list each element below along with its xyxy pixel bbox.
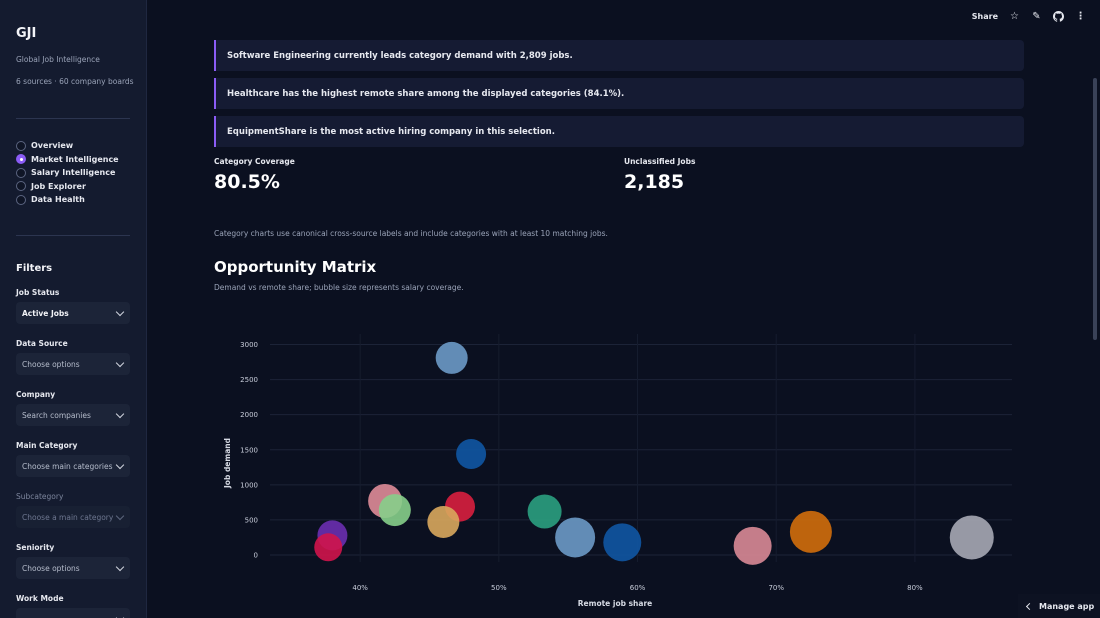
y-axis-label: Job demand [223, 438, 232, 489]
bubble-point [603, 523, 642, 562]
x-tick-label: 80% [907, 584, 923, 592]
nav-item-market-intelligence[interactable]: Market Intelligence [16, 153, 119, 167]
metric-label-unclassified: Unclassified Jobs [624, 157, 696, 166]
github-icon[interactable] [1053, 11, 1064, 22]
nav-item-label: Job Explorer [31, 181, 86, 191]
filter-select-main-category[interactable]: Choose main categories [16, 455, 130, 477]
bubble-point [555, 517, 596, 558]
chevron-down-icon [115, 460, 125, 469]
pencil-icon[interactable]: ✎ [1032, 11, 1041, 22]
filter-select-company[interactable]: Search companies [16, 404, 130, 426]
y-tick-label: 1000 [240, 481, 258, 489]
bubble-point [789, 510, 832, 553]
category-note: Category charts use canonical cross-sour… [214, 229, 608, 238]
filter-select-value: Choose options [22, 563, 80, 573]
x-tick-label: 40% [352, 584, 368, 592]
radio-icon[interactable] [16, 140, 26, 151]
x-tick-label: 50% [491, 584, 507, 592]
filter-select-work-mode[interactable] [16, 608, 130, 618]
manage-app-button[interactable]: Manage app [1018, 594, 1100, 618]
insight-callout: EquipmentShare is the most active hiring… [214, 116, 1024, 147]
filter-select-value: Choose main categories [22, 461, 113, 471]
chevron-down-icon [115, 358, 125, 367]
manage-app-label: Manage app [1039, 601, 1095, 611]
bubble-point [378, 494, 411, 527]
nav-item-label: Data Health [31, 195, 85, 205]
y-tick-label: 1500 [240, 446, 258, 454]
insight-text: EquipmentShare is the most active hiring… [227, 126, 555, 137]
filter-select-value: Choose a main category [22, 512, 114, 522]
filter-select-value: Search companies [22, 410, 91, 420]
insight-text: Software Engineering currently leads cat… [227, 50, 573, 61]
filter-label: Data Source [16, 339, 68, 348]
nav-item-label: Market Intelligence [31, 154, 119, 164]
filter-label: Subcategory [16, 492, 64, 501]
radio-icon[interactable] [16, 167, 26, 178]
radio-icon[interactable] [16, 181, 26, 192]
y-tick-label: 0 [254, 551, 258, 559]
chevron-down-icon [115, 613, 125, 618]
scrollbar[interactable] [1093, 78, 1097, 340]
nav-item-overview[interactable]: Overview [16, 139, 119, 153]
bubble-point [435, 341, 468, 374]
chevron-down-icon [115, 511, 125, 520]
bubble-point [456, 438, 487, 469]
sidebar-divider [16, 118, 130, 119]
bubble-point [949, 515, 994, 560]
chevron-down-icon [115, 562, 125, 571]
filter-select-value: Active Jobs [22, 308, 69, 318]
x-tick-label: 70% [768, 584, 784, 592]
app-brand: GJI [16, 26, 37, 41]
nav-item-label: Salary Intelligence [31, 168, 116, 178]
filter-select-seniority[interactable]: Choose options [16, 557, 130, 579]
filter-select-job-status[interactable]: Active Jobs [16, 302, 130, 324]
y-tick-label: 2000 [240, 411, 258, 419]
metric-value-coverage: 80.5% [214, 171, 280, 193]
nav-item-salary-intelligence[interactable]: Salary Intelligence [16, 166, 119, 180]
top-toolbar: Share ☆ ✎ ⋮ [972, 11, 1086, 22]
page-navigation: Overview Market Intelligence Salary Intell… [16, 139, 119, 207]
radio-icon[interactable] [16, 154, 26, 165]
x-axis-label: Remote job share [578, 599, 652, 608]
nav-item-data-health[interactable]: Data Health [16, 193, 119, 207]
metric-value-unclassified: 2,185 [624, 171, 685, 193]
filter-label: Seniority [16, 543, 55, 552]
x-tick-label: 60% [630, 584, 646, 592]
insight-text: Healthcare has the highest remote share … [227, 88, 625, 99]
more-icon[interactable]: ⋮ [1075, 11, 1086, 22]
bubble-point [314, 533, 343, 562]
section-subtitle: Demand vs remote share; bubble size repr… [214, 283, 464, 292]
filter-label: Work Mode [16, 594, 64, 603]
insight-callout: Software Engineering currently leads cat… [214, 40, 1024, 71]
star-icon[interactable]: ☆ [1010, 11, 1019, 22]
filter-select-subcategory: Choose a main category [16, 506, 130, 528]
bubble-point [527, 494, 562, 529]
sidebar-divider [16, 235, 130, 236]
metric-label-coverage: Category Coverage [214, 157, 295, 166]
sources-summary: 6 sources · 60 company boards [16, 77, 134, 86]
y-tick-label: 2500 [240, 376, 258, 384]
opportunity-matrix-chart: 0 500 1000 1500 2000 2500 3000 40% 50% 60% 70% 80% R… [223, 334, 1012, 608]
bubble-point [733, 526, 772, 565]
filter-label: Main Category [16, 441, 78, 450]
y-tick-label: 3000 [240, 341, 258, 349]
sidebar: GJI Global Job Intelligence 6 sources · … [0, 0, 147, 618]
nav-item-label: Overview [31, 141, 74, 151]
filters-title: Filters [16, 263, 53, 274]
filter-label: Job Status [16, 288, 60, 297]
filter-select-value: Choose options [22, 359, 80, 369]
chevron-left-icon [1025, 602, 1034, 610]
filter-label: Company [16, 390, 56, 399]
chevron-down-icon [115, 307, 125, 316]
chevron-down-icon [115, 409, 125, 418]
filter-select-data-source[interactable]: Choose options [16, 353, 130, 375]
bubble-point [427, 506, 460, 539]
app-subtitle: Global Job Intelligence [16, 55, 100, 64]
insight-callout: Healthcare has the highest remote share … [214, 78, 1024, 109]
y-tick-label: 500 [245, 516, 258, 524]
nav-item-job-explorer[interactable]: Job Explorer [16, 180, 119, 194]
share-button[interactable]: Share [971, 12, 998, 21]
radio-icon[interactable] [16, 194, 26, 205]
section-title: Opportunity Matrix [214, 258, 377, 276]
